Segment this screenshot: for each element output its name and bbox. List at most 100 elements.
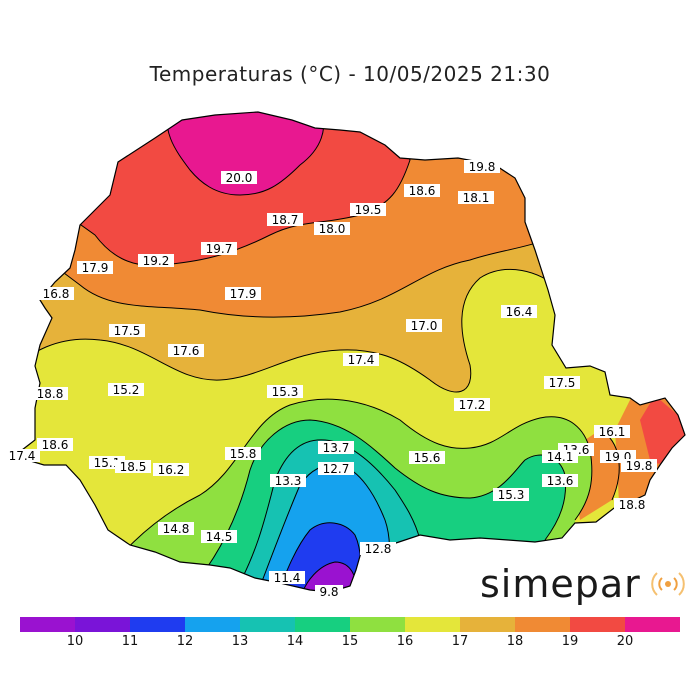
color-scale-swatch: [515, 617, 570, 632]
value-label: 18.6: [404, 184, 440, 198]
svg-text:15.1: 15.1: [94, 456, 121, 470]
color-scale-tick-label: 20: [616, 634, 634, 649]
svg-text:17.4: 17.4: [9, 449, 36, 463]
value-label: 17.9: [77, 261, 113, 275]
color-scale-swatch: [405, 617, 460, 632]
svg-text:20.0: 20.0: [226, 171, 253, 185]
color-scale-tick-label: 18: [506, 634, 524, 649]
color-scale-tick-label: 10: [66, 634, 84, 649]
svg-text:17.0: 17.0: [411, 319, 438, 333]
map-title: Temperaturas (°C) - 10/05/2025 21:30: [149, 62, 551, 86]
svg-text:16.4: 16.4: [506, 305, 533, 319]
color-scale-swatch: [570, 617, 625, 632]
value-label: 16.2: [153, 463, 189, 477]
svg-text:15.3: 15.3: [498, 488, 525, 502]
value-label: 15.3: [493, 488, 529, 502]
svg-text:17.5: 17.5: [114, 324, 141, 338]
value-labels: 20.0 19.8 18.6 18.1 19.5 18.7 18.0 19.7 …: [4, 160, 657, 599]
svg-text:9.8: 9.8: [319, 585, 338, 599]
svg-text:13.3: 13.3: [275, 474, 302, 488]
value-label: 17.6: [168, 344, 204, 358]
svg-text:12.7: 12.7: [323, 462, 350, 476]
color-scale-swatch: [295, 617, 350, 632]
value-label: 17.5: [109, 324, 145, 338]
svg-text:17.4: 17.4: [348, 353, 375, 367]
color-scale-tick-label: 16: [396, 634, 414, 649]
value-label: 17.5: [544, 376, 580, 390]
color-scale-swatch: [185, 617, 240, 632]
value-label: 19.7: [201, 242, 237, 256]
color-scale-swatch: [75, 617, 130, 632]
svg-text:11.4: 11.4: [274, 571, 301, 585]
svg-text:16.2: 16.2: [158, 463, 185, 477]
value-label: 18.5: [115, 460, 151, 474]
value-label: 12.7: [318, 462, 354, 476]
color-scale-tick-label: 14: [286, 634, 304, 649]
value-label: 14.8: [158, 522, 194, 536]
value-label: 14.1: [542, 450, 578, 464]
value-label: 17.4: [343, 353, 379, 367]
svg-text:19.5: 19.5: [355, 203, 382, 217]
value-label: 19.8: [464, 160, 500, 174]
value-label: 15.8: [225, 447, 261, 461]
value-label: 17.0: [406, 319, 442, 333]
value-label: 19.8: [621, 459, 657, 473]
svg-text:14.1: 14.1: [547, 450, 574, 464]
color-scale-swatch: [130, 617, 185, 632]
value-label: 15.6: [409, 451, 445, 465]
color-scale-tick-label: 19: [561, 634, 579, 649]
value-label: 17.4: [4, 449, 40, 463]
value-label: 19.5: [350, 203, 386, 217]
svg-text:12.8: 12.8: [365, 542, 392, 556]
value-label: 16.8: [38, 287, 74, 301]
value-label: 18.6: [37, 438, 73, 452]
svg-text:16.8: 16.8: [43, 287, 70, 301]
svg-text:18.8: 18.8: [37, 387, 64, 401]
color-scale-swatch: [625, 617, 680, 632]
color-scale-swatch: [240, 617, 295, 632]
value-label: 16.4: [501, 305, 537, 319]
simepar-logo: simepar: [480, 560, 685, 608]
value-label: 9.8: [315, 585, 343, 599]
color-scale-tick-label: 15: [341, 634, 359, 649]
value-label: 11.4: [269, 571, 305, 585]
svg-text:19.8: 19.8: [626, 459, 653, 473]
value-label: 15.2: [108, 383, 144, 397]
color-scale-tick-label: 12: [176, 634, 194, 649]
svg-text:15.2: 15.2: [113, 383, 140, 397]
svg-text:17.2: 17.2: [459, 398, 486, 412]
svg-text:17.5: 17.5: [549, 376, 576, 390]
svg-text:14.5: 14.5: [206, 530, 233, 544]
svg-text:13.7: 13.7: [323, 441, 350, 455]
value-label: 20.0: [221, 171, 257, 185]
value-label: 18.1: [458, 191, 494, 205]
value-label: 18.7: [267, 213, 303, 227]
svg-text:17.9: 17.9: [230, 287, 257, 301]
svg-text:18.8: 18.8: [619, 498, 646, 512]
color-scale-swatch: [460, 617, 515, 632]
value-label: 18.0: [314, 222, 350, 236]
value-label: 12.8: [360, 542, 396, 556]
color-scale-tick-label: 11: [121, 634, 139, 649]
svg-text:18.6: 18.6: [409, 184, 436, 198]
color-scale-ticks: 10 11 12 13 14 15 16 17 18 19 20: [20, 634, 680, 654]
value-label: 19.2: [138, 254, 174, 268]
value-label: 13.3: [270, 474, 306, 488]
value-label: 13.6: [542, 474, 578, 488]
svg-text:19.7: 19.7: [206, 242, 233, 256]
svg-text:13.6: 13.6: [547, 474, 574, 488]
svg-text:18.0: 18.0: [319, 222, 346, 236]
color-scale-swatch: [20, 617, 75, 632]
brand-name: simepar: [480, 562, 641, 606]
value-label: 17.2: [454, 398, 490, 412]
svg-text:19.8: 19.8: [469, 160, 496, 174]
color-scale-tick-label: 13: [231, 634, 249, 649]
svg-text:15.3: 15.3: [272, 385, 299, 399]
value-label: 17.9: [225, 287, 261, 301]
svg-text:18.7: 18.7: [272, 213, 299, 227]
value-label: 14.5: [201, 530, 237, 544]
value-label: 15.3: [267, 385, 303, 399]
color-scale-swatch: [350, 617, 405, 632]
svg-text:17.6: 17.6: [173, 344, 200, 358]
